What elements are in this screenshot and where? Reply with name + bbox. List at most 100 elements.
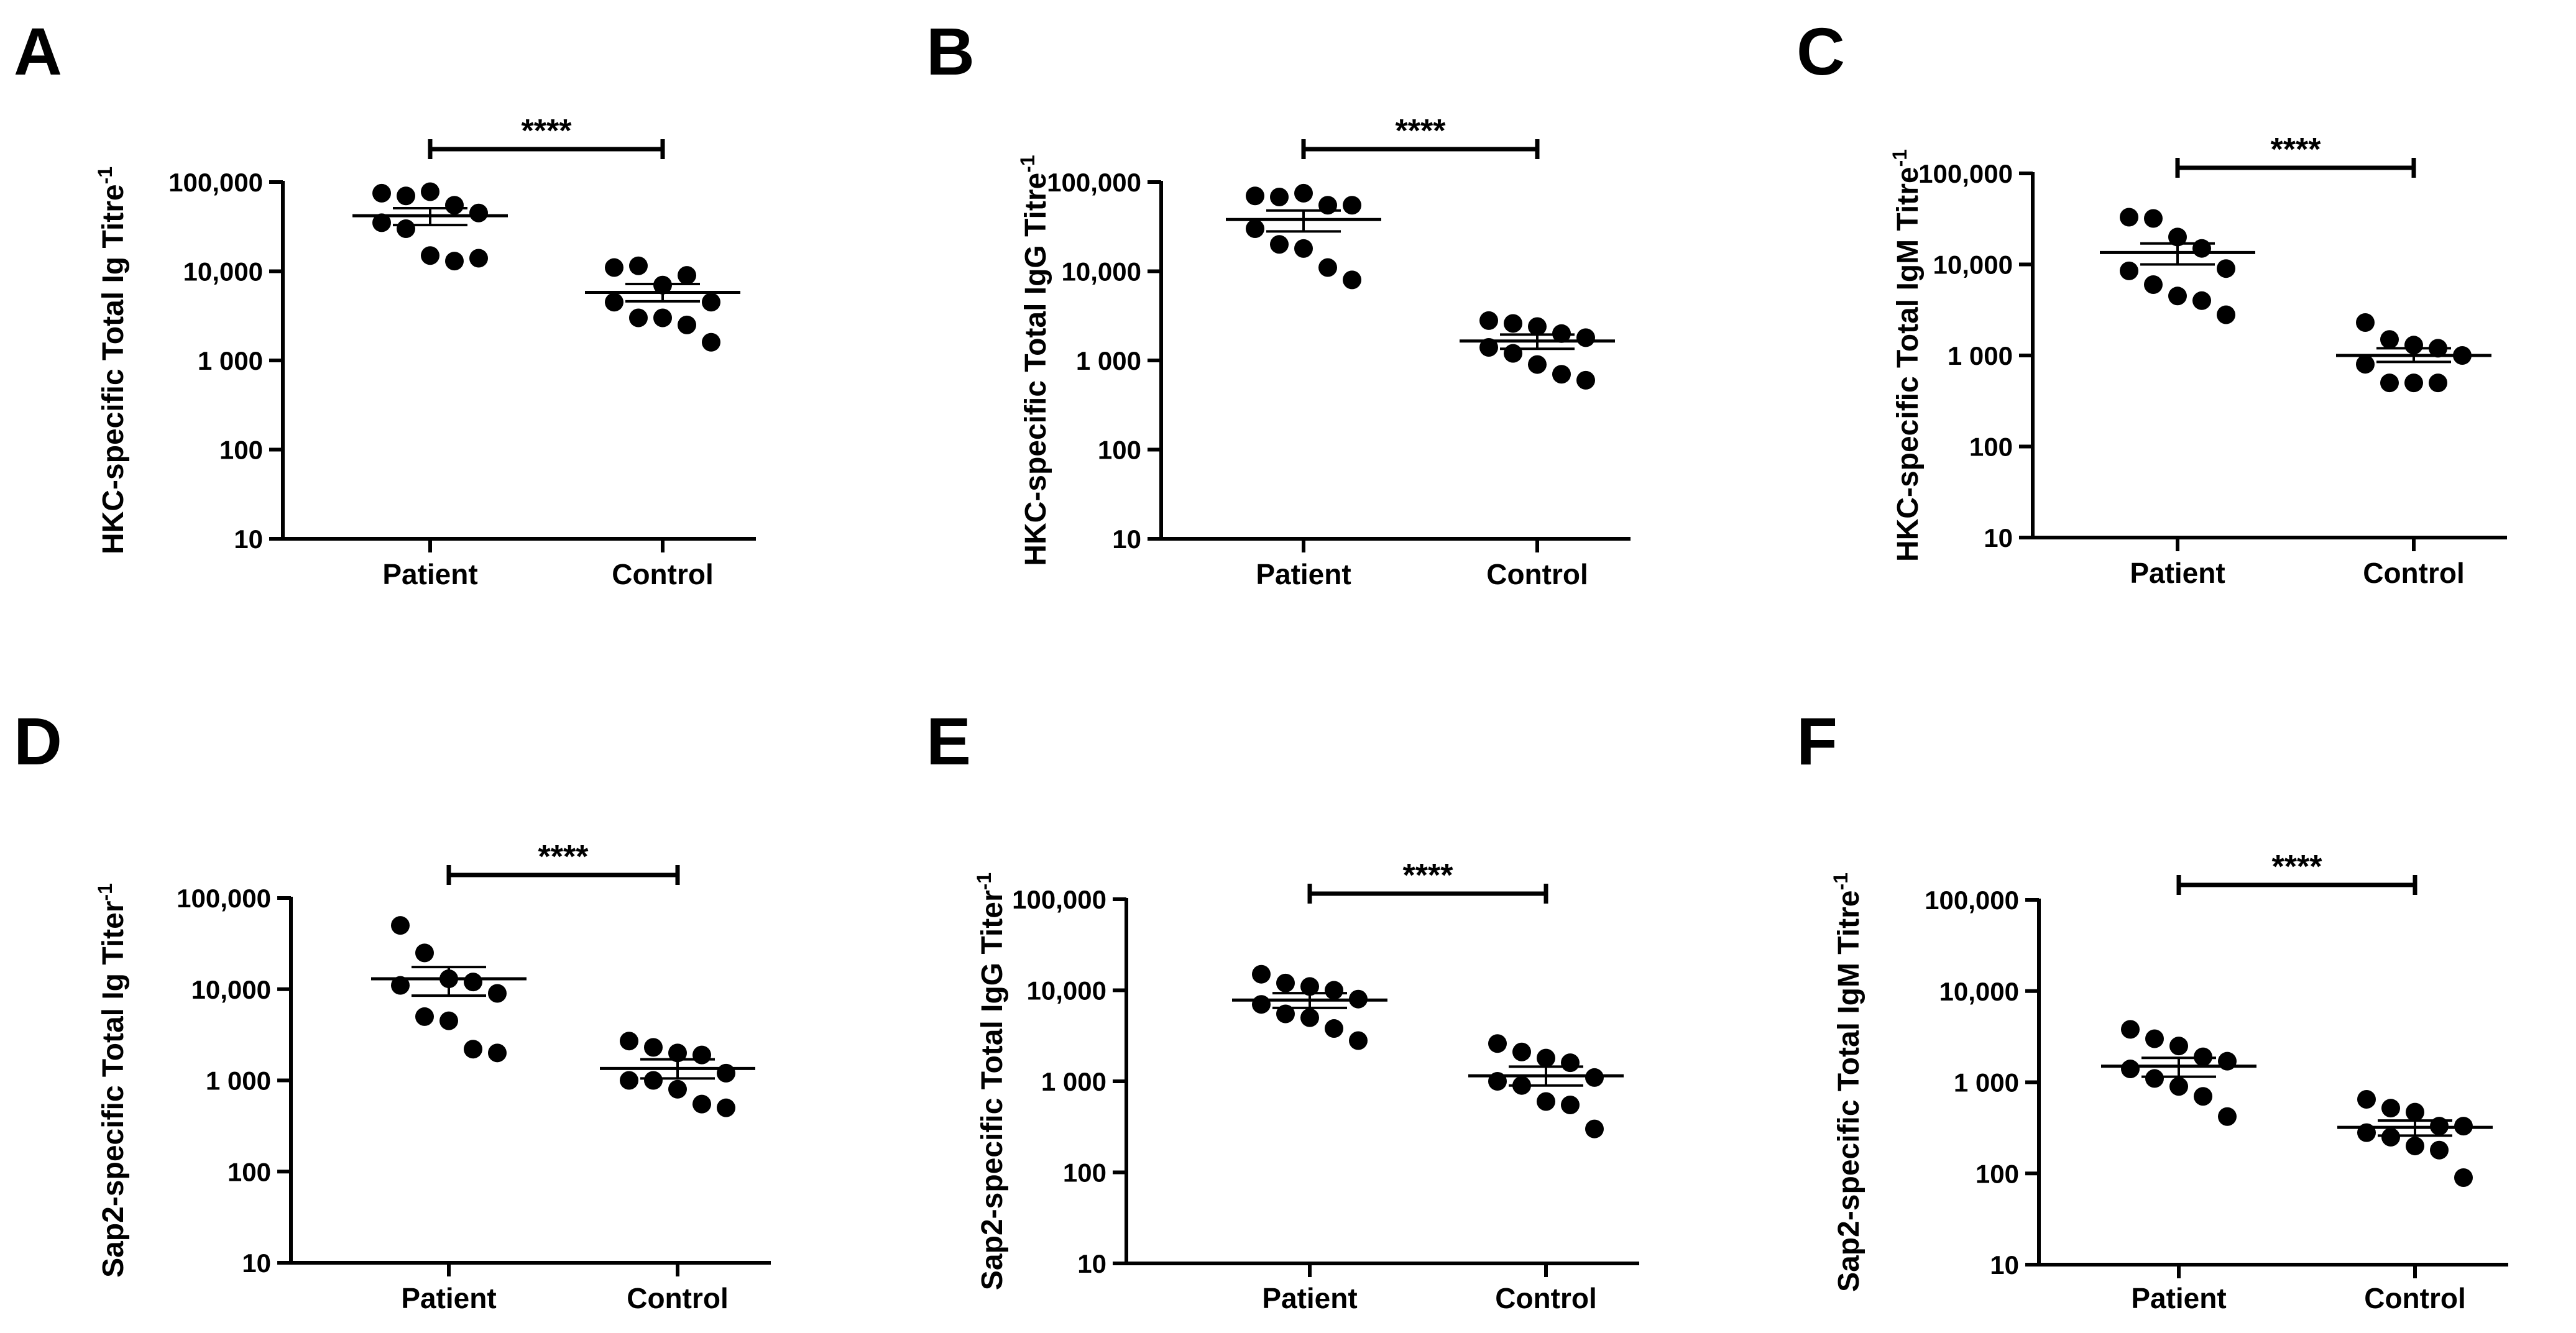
data-point — [464, 1040, 482, 1059]
y-axis-label-text: HKC-specific Total IgM Titre — [1892, 167, 1925, 562]
y-tick-label: 100 — [1976, 1159, 2019, 1188]
significance-label: **** — [2271, 132, 2322, 168]
y-axis-label-text: HKC-specific Total IgG Titre — [1019, 173, 1052, 566]
y-tick-label: 10 — [1990, 1250, 2019, 1280]
panel-letter: D — [14, 703, 62, 779]
data-point — [1270, 188, 1289, 207]
panel-letter: E — [926, 703, 971, 779]
x-tick-label: Patient — [1262, 1282, 1357, 1314]
data-point — [1300, 977, 1319, 996]
x-tick-label: Control — [627, 1282, 729, 1314]
data-point — [1512, 1042, 1531, 1061]
y-tick-label: 100,000 — [1925, 886, 2019, 915]
data-point — [1252, 995, 1271, 1014]
panel-e: E 10 100 1 000 10,000 100,000 Patient Control Sa… — [926, 703, 1639, 1314]
y-axis-label-superscript: -1 — [1888, 149, 1911, 167]
data-point — [629, 308, 648, 328]
data-point — [464, 973, 482, 992]
y-tick-label: 10,000 — [183, 257, 263, 286]
y-tick-label: 10 — [234, 524, 263, 554]
y-tick-label: 1 000 — [1041, 1067, 1106, 1096]
data-point — [2169, 1077, 2188, 1096]
data-point — [372, 213, 391, 232]
data-point — [1561, 1053, 1580, 1073]
y-tick-label: 10 — [242, 1248, 271, 1278]
data-point — [2217, 305, 2235, 324]
data-point — [2380, 373, 2399, 393]
data-point — [2357, 1089, 2376, 1109]
data-point — [692, 1045, 711, 1065]
data-point — [717, 1098, 735, 1117]
panel-letter: C — [1796, 14, 1845, 89]
data-point — [2218, 1107, 2237, 1126]
data-point — [678, 266, 696, 285]
data-point — [717, 1063, 735, 1083]
data-point — [692, 1094, 711, 1114]
data-point — [391, 976, 410, 995]
y-axis-label-superscript: -1 — [1016, 155, 1039, 172]
data-point — [439, 1011, 458, 1030]
y-tick-label: 10,000 — [1939, 977, 2019, 1006]
data-point — [2121, 1060, 2140, 1079]
x-tick-label: Control — [612, 558, 714, 590]
panel-letter: B — [926, 14, 975, 89]
data-point — [1528, 355, 1547, 374]
significance-label: **** — [2272, 849, 2323, 885]
y-tick-label: 100,000 — [1012, 885, 1106, 914]
data-point — [415, 943, 434, 963]
data-point — [445, 252, 464, 271]
data-point — [2430, 1140, 2449, 1160]
y-axis-label: HKC-specific Total IgG Titre-1 — [1016, 155, 1052, 566]
data-point — [1276, 973, 1295, 992]
y-axis-label-superscript: -1 — [973, 873, 995, 890]
data-point — [2380, 330, 2399, 349]
data-point — [2404, 336, 2423, 355]
data-point — [702, 332, 720, 352]
x-tick-label: Patient — [401, 1282, 496, 1314]
data-point — [1294, 183, 1313, 203]
data-point — [445, 196, 464, 215]
data-point — [668, 1079, 687, 1099]
x-tick-label: Control — [1495, 1282, 1597, 1314]
y-tick-label: 10 — [1077, 1249, 1106, 1278]
data-point — [1585, 1068, 1604, 1087]
y-tick-label: 100,000 — [168, 168, 263, 197]
data-point — [2120, 208, 2138, 227]
y-tick-label: 1 000 — [1948, 341, 2013, 370]
data-point — [1318, 258, 1337, 277]
data-point — [620, 1071, 638, 1090]
data-point — [469, 203, 488, 222]
y-tick-label: 100 — [1063, 1158, 1106, 1188]
data-point — [1343, 270, 1361, 290]
data-point — [1576, 370, 1595, 390]
data-point — [2218, 1051, 2237, 1071]
data-point — [644, 1071, 663, 1090]
data-point — [629, 256, 648, 275]
y-axis-label-superscript: -1 — [94, 883, 116, 900]
data-point — [1325, 1019, 1343, 1038]
data-point — [421, 246, 439, 265]
y-tick-label: 1 000 — [206, 1066, 271, 1096]
data-point — [1246, 219, 1264, 239]
data-point — [2192, 291, 2211, 310]
data-point — [2145, 1069, 2164, 1088]
data-point — [678, 315, 696, 334]
data-point — [469, 249, 488, 268]
data-point — [653, 308, 672, 328]
y-axis-label: HKC-specific Total Ig Titre-1 — [94, 167, 130, 554]
y-tick-label: 100 — [228, 1157, 271, 1186]
y-axis-label-superscript: -1 — [94, 167, 116, 184]
data-point — [1537, 1048, 1555, 1068]
significance-label: **** — [538, 839, 589, 875]
data-point — [1479, 338, 1498, 357]
data-point — [2406, 1137, 2424, 1156]
data-point — [391, 916, 410, 935]
data-point — [2217, 259, 2235, 278]
y-tick-label: 10,000 — [1933, 250, 2013, 280]
data-point — [1246, 186, 1264, 206]
data-point — [1504, 344, 1522, 363]
y-tick-label: 100,000 — [1047, 168, 1141, 197]
significance-label: **** — [522, 113, 573, 149]
data-point — [1349, 1031, 1368, 1050]
